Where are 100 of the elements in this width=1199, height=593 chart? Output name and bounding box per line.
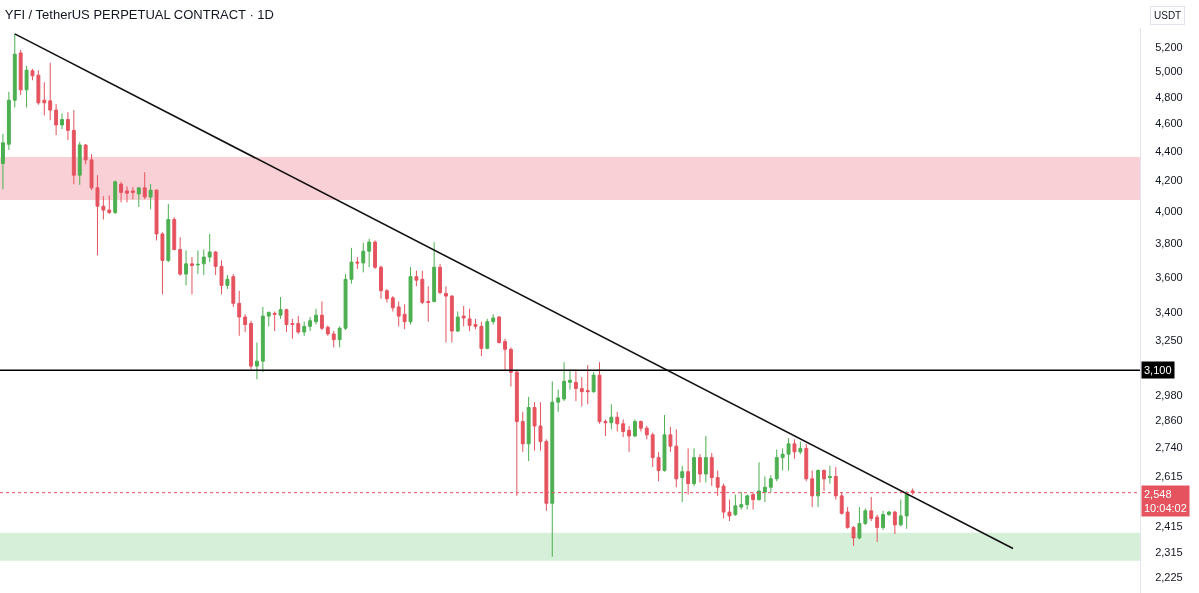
- candlestick: [255, 342, 259, 380]
- candlestick: [308, 316, 313, 332]
- candlestick: [384, 288, 389, 303]
- candlestick: [662, 414, 667, 473]
- candlestick: [243, 313, 248, 333]
- candlestick: [266, 311, 271, 327]
- candlestick: [881, 510, 885, 531]
- candlestick: [325, 324, 330, 337]
- candlestick: [520, 411, 525, 453]
- y-axis-title: USDT: [1154, 10, 1182, 21]
- candlestick: [792, 438, 797, 460]
- candlestick: [556, 389, 561, 413]
- candlestick: [18, 49, 23, 96]
- candlestick: [260, 306, 265, 373]
- candlestick: [207, 233, 212, 263]
- candlestick: [130, 186, 135, 200]
- candlestick: [633, 418, 637, 438]
- candlestick: [6, 91, 11, 151]
- y-tick-label: 3,600: [1155, 270, 1183, 283]
- candlestick: [201, 249, 206, 276]
- y-tick-label: 4,000: [1155, 204, 1183, 217]
- candlestick: [591, 371, 596, 394]
- candlestick: [12, 33, 17, 108]
- candlestick: [904, 490, 909, 530]
- candlestick: [402, 303, 407, 330]
- candlestick: [491, 313, 496, 325]
- candlestick: [319, 300, 324, 331]
- candlestick: [249, 320, 253, 370]
- candlestick: [733, 494, 738, 517]
- candlestick: [148, 183, 153, 210]
- candlestick: [48, 62, 53, 121]
- y-tick-label: 4,800: [1155, 90, 1183, 103]
- candlestick: [573, 368, 578, 402]
- y-tick-label: 4,200: [1155, 174, 1183, 187]
- candlestick: [396, 300, 401, 327]
- candlestick: [656, 451, 661, 482]
- candlestick: [804, 443, 809, 482]
- candlestick: [361, 242, 366, 273]
- ref-line-label: 2,548 10:04:02: [1144, 488, 1187, 515]
- candlestick: [798, 441, 803, 455]
- candlestick: [579, 376, 584, 407]
- candlestick: [709, 452, 714, 487]
- candlestick: [869, 496, 874, 522]
- candlestick: [65, 111, 70, 141]
- candlestick: [621, 418, 626, 438]
- candlestick: [703, 435, 708, 483]
- candlestick: [768, 474, 773, 493]
- candlestick: [526, 396, 531, 462]
- candlestick: [774, 449, 779, 482]
- candlestick: [444, 285, 448, 344]
- candlestick: [550, 380, 555, 558]
- candlestick: [390, 295, 395, 312]
- candlestick: [136, 186, 141, 208]
- candlestick: [449, 294, 454, 344]
- candlestick: [680, 465, 685, 503]
- y-tick-label: 2,615: [1155, 470, 1183, 483]
- y-tick-label: 4,600: [1155, 117, 1183, 130]
- candlestick: [615, 411, 620, 433]
- y-tick-label: 3,250: [1155, 334, 1183, 347]
- candlestick: [113, 179, 118, 215]
- candlestick: [585, 364, 590, 405]
- y-tick-label: 2,315: [1155, 546, 1183, 559]
- candlestick: [373, 239, 378, 270]
- candlestick: [190, 256, 194, 295]
- candlestick: [739, 491, 744, 511]
- candlestick: [71, 109, 76, 185]
- candlestick: [508, 346, 513, 387]
- candlestick: [278, 296, 283, 320]
- candlestick: [237, 290, 242, 337]
- candlestick: [898, 499, 903, 527]
- candlestick: [302, 321, 307, 337]
- candlestick: [195, 249, 200, 275]
- candlestick: [485, 318, 490, 350]
- candlestick: [1, 133, 5, 190]
- y-tick-label: 5,200: [1155, 40, 1183, 53]
- candlestick: [296, 315, 301, 335]
- candlestick: [272, 311, 277, 332]
- candlestick: [562, 361, 567, 402]
- candlestick: [107, 194, 112, 215]
- candlestick: [644, 425, 649, 440]
- y-tick-label: 5,000: [1155, 65, 1183, 78]
- candlestick: [184, 249, 189, 286]
- candlestick: [379, 265, 383, 300]
- candlestick: [367, 238, 372, 268]
- candlestick: [77, 141, 82, 186]
- candlestick: [142, 171, 147, 200]
- candlestick: [638, 419, 643, 433]
- candlestick: [314, 308, 318, 325]
- candlestick: [609, 403, 614, 430]
- candlestick: [54, 103, 59, 136]
- candlestick: [438, 263, 442, 295]
- candlestick: [875, 514, 880, 543]
- candlestick: [827, 465, 832, 485]
- candlestick: [408, 266, 413, 325]
- candlestick: [231, 273, 236, 308]
- y-tick-label: 3,400: [1155, 306, 1183, 319]
- candlestick: [225, 274, 230, 290]
- candlestick: [503, 338, 507, 372]
- candlestick: [745, 494, 750, 511]
- candlestick: [331, 330, 336, 348]
